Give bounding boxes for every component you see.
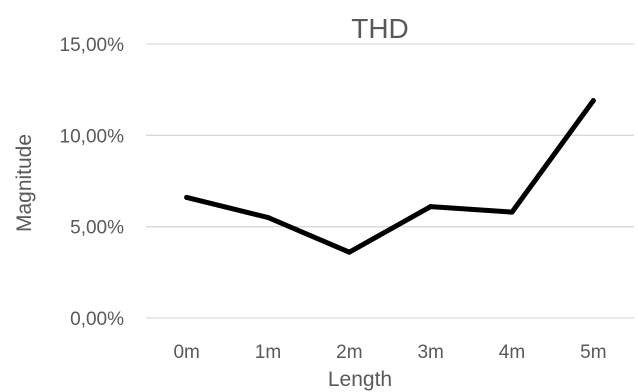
- x-tick-label: 1m: [255, 342, 281, 363]
- y-tick-label: 5,00%: [70, 218, 124, 239]
- y-tick-label: 0,00%: [70, 309, 124, 330]
- y-tick-label: 10,00%: [60, 126, 125, 147]
- x-tick-label: 4m: [499, 342, 525, 363]
- data-point: [346, 249, 352, 255]
- x-axis-label: Length: [328, 368, 392, 391]
- series-line: [184, 98, 596, 255]
- data-point: [428, 204, 434, 210]
- y-axis-label: Magnitude: [13, 134, 36, 232]
- data-point: [265, 215, 271, 221]
- data-point: [184, 194, 190, 200]
- x-tick-label: 3m: [417, 342, 443, 363]
- x-tick-label: 5m: [580, 342, 606, 363]
- series-layer: [184, 98, 596, 255]
- data-point: [509, 209, 515, 215]
- chart-title: THD: [351, 13, 409, 44]
- x-tick-label: 2m: [336, 342, 362, 363]
- x-tick-label: 0m: [173, 342, 199, 363]
- data-point: [590, 98, 596, 104]
- x-axis-ticks: 0m 1m 2m 3m 4m 5m: [173, 342, 606, 363]
- y-axis-ticks: 0,00% 5,00% 10,00% 15,00%: [60, 35, 125, 330]
- gridlines: [146, 43, 634, 319]
- y-tick-label: 15,00%: [60, 35, 125, 56]
